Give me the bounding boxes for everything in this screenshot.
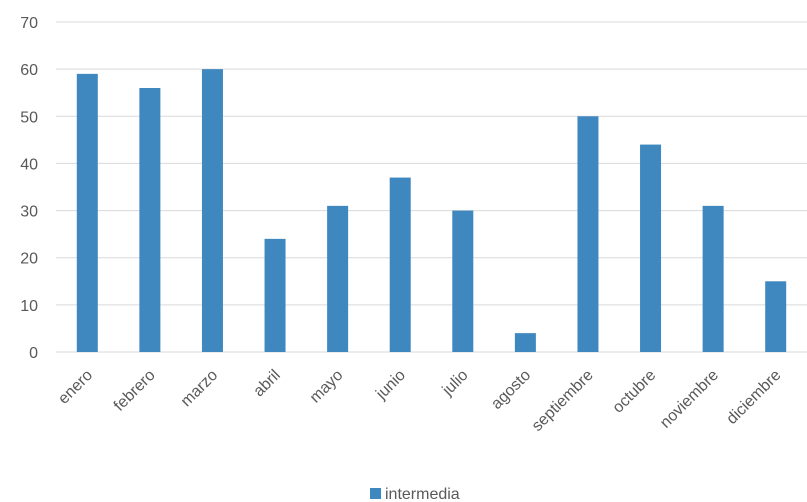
bar-noviembre <box>702 205 724 352</box>
bar-enero <box>76 73 98 352</box>
x-tick-label: noviembre <box>657 367 722 432</box>
y-tick-label: 50 <box>20 109 38 126</box>
bar-febrero <box>139 88 161 352</box>
y-axis-ticks: 0 10 20 30 40 50 60 70 <box>20 15 38 362</box>
y-tick-label: 10 <box>20 298 38 315</box>
bar-junio <box>389 177 411 352</box>
x-tick-label: octubre <box>610 367 660 417</box>
legend-swatch <box>370 488 381 499</box>
y-tick-label: 40 <box>20 156 38 173</box>
bar-marzo <box>201 69 223 353</box>
bar-diciembre <box>765 281 787 352</box>
x-axis-ticks: enero febrero marzo abril mayo junio julio agos… <box>55 367 784 435</box>
legend: intermedia <box>370 486 460 502</box>
legend-label: intermedia <box>385 486 460 502</box>
x-tick-label: julio <box>439 367 472 400</box>
x-tick-label: diciembre <box>723 367 784 428</box>
y-tick-label: 20 <box>20 251 38 268</box>
bar-abril <box>264 238 286 352</box>
bar-septiembre <box>577 116 599 353</box>
y-tick-label: 70 <box>20 15 38 32</box>
y-tick-label: 30 <box>20 204 38 221</box>
x-tick-label: abril <box>250 367 283 400</box>
y-tick-label: 0 <box>29 345 38 362</box>
bar-agosto <box>514 333 536 352</box>
bar-mayo <box>327 205 349 352</box>
y-tick-label: 60 <box>20 62 38 79</box>
bars <box>76 69 787 353</box>
x-tick-label: septiembre <box>529 367 597 435</box>
bar-octubre <box>640 144 662 352</box>
x-tick-label: junio <box>372 367 409 404</box>
x-tick-label: enero <box>55 367 96 408</box>
x-tick-label: febrero <box>111 367 159 415</box>
x-tick-label: mayo <box>307 367 347 407</box>
x-tick-label: marzo <box>178 367 222 411</box>
gridlines <box>56 21 807 353</box>
bar-julio <box>452 210 474 352</box>
x-tick-label: agosto <box>488 367 534 413</box>
